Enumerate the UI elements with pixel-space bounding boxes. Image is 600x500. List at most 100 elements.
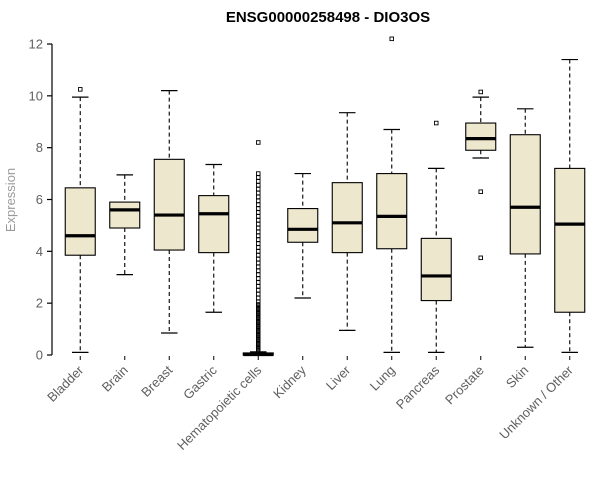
category-label: Lung xyxy=(367,363,398,394)
outlier-point xyxy=(256,304,261,310)
box-liver: Liver xyxy=(323,112,363,393)
outlier-point xyxy=(256,332,261,337)
iqr-box xyxy=(64,187,96,256)
outlier-point xyxy=(256,316,261,321)
outlier-point xyxy=(256,260,261,266)
outlier-point xyxy=(256,214,261,219)
y-tick-label: 8 xyxy=(36,140,43,155)
outlier-point xyxy=(256,179,261,184)
y-tick-label: 4 xyxy=(36,244,43,259)
outlier-point xyxy=(256,303,261,309)
box-skin: Skin xyxy=(503,108,541,391)
y-axis-label: Expression xyxy=(3,168,18,232)
outlier-point xyxy=(256,317,261,323)
outlier-point xyxy=(256,241,261,246)
y-tick-label: 6 xyxy=(36,192,43,207)
outlier-point xyxy=(256,341,261,346)
outlier-point xyxy=(256,343,261,349)
category-label: Skin xyxy=(503,363,531,391)
box-lung: Lung xyxy=(367,36,408,394)
outlier-point xyxy=(256,324,261,329)
outlier-point xyxy=(256,175,261,180)
iqr-box xyxy=(331,182,363,254)
outlier-point xyxy=(256,334,261,340)
outlier-point xyxy=(256,221,261,227)
outlier-point xyxy=(256,225,261,231)
outlier-point xyxy=(256,237,261,242)
outlier-point xyxy=(256,206,261,211)
y-tick-label: 2 xyxy=(36,296,43,311)
outlier-point xyxy=(256,348,261,354)
outlier-point xyxy=(256,313,261,319)
y-tick-label: 0 xyxy=(36,348,43,363)
outlier-point xyxy=(478,89,484,95)
outlier-point xyxy=(256,252,261,258)
outlier-point xyxy=(256,344,261,350)
category-label: Hematopoietic cells xyxy=(174,362,265,453)
iqr-box xyxy=(109,201,141,229)
category-label: Breast xyxy=(138,362,175,399)
outlier-point xyxy=(256,295,261,301)
box-pancreas: Pancreas xyxy=(393,120,452,412)
category-label: Kidney xyxy=(270,362,309,401)
outlier-point xyxy=(256,346,261,351)
category-label: Liver xyxy=(323,362,354,393)
outlier-point xyxy=(77,87,83,92)
outlier-point xyxy=(256,335,261,341)
outlier-point xyxy=(256,186,261,192)
outlier-point xyxy=(256,311,261,316)
outlier-point xyxy=(256,291,261,297)
outlier-point xyxy=(256,276,261,281)
outlier-point xyxy=(256,171,261,176)
category-label: Brain xyxy=(99,363,131,395)
outlier-point xyxy=(256,264,261,270)
outlier-point xyxy=(256,256,261,262)
iqr-box xyxy=(376,173,408,250)
outlier-point xyxy=(256,347,261,353)
outlier-point xyxy=(256,280,261,285)
outlier-point xyxy=(256,233,261,239)
outlier-point xyxy=(256,325,261,331)
outlier-point xyxy=(256,268,261,274)
outlier-point xyxy=(478,189,484,194)
iqr-box xyxy=(465,122,497,151)
outlier-point xyxy=(256,319,261,324)
outlier-point xyxy=(256,245,261,250)
category-label: Pancreas xyxy=(393,362,443,412)
iqr-box xyxy=(198,195,230,254)
category-label: Prostate xyxy=(442,363,487,408)
box-breast: Breast xyxy=(138,90,185,400)
y-tick-label: 12 xyxy=(29,37,43,52)
outlier-point xyxy=(256,330,261,336)
box-brain: Brain xyxy=(99,174,141,395)
outlier-point xyxy=(256,322,261,328)
y-tick-label: 10 xyxy=(29,88,43,103)
outlier-point xyxy=(256,194,261,200)
plot-content: 0 2 4 6 8 10 12 Bladder Brain Breast GastricHemato… xyxy=(29,36,586,453)
iqr-box xyxy=(509,134,541,255)
chart-title: ENSG00000258498 - DIO3OS xyxy=(226,9,430,26)
iqr-box xyxy=(554,167,586,313)
outlier-point xyxy=(256,284,261,289)
outlier-point xyxy=(256,272,261,277)
outlier-point xyxy=(256,190,261,196)
outlier-point xyxy=(256,202,261,207)
category-label: Gastric xyxy=(180,362,220,402)
outlier-point xyxy=(256,249,261,254)
outlier-point xyxy=(256,337,261,342)
outlier-point xyxy=(256,302,261,307)
outlier-point xyxy=(256,339,261,345)
box-hematopoietic-cells: Hematopoietic cells xyxy=(174,140,274,453)
outlier-point xyxy=(256,329,261,334)
outlier-point xyxy=(256,308,261,314)
outlier-point xyxy=(256,182,261,188)
box-gastric: Gastric xyxy=(180,163,230,402)
outlier-point xyxy=(256,229,261,235)
outlier-point xyxy=(256,306,261,311)
outlier-point xyxy=(256,217,261,223)
outlier-point xyxy=(256,309,261,315)
outlier-point xyxy=(256,320,261,325)
outlier-point xyxy=(434,120,439,126)
